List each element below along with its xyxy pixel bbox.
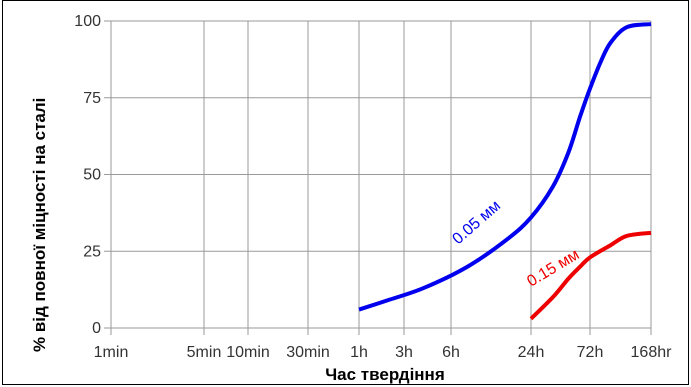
- x-tick-label: 1h: [350, 344, 368, 361]
- x-axis-title: Час твердіння: [325, 365, 445, 384]
- x-tick-label: 72h: [577, 344, 604, 361]
- series-label-2: 0.15 мм: [524, 246, 582, 290]
- series-line-1: [358, 22, 652, 312]
- y-tick-label: 50: [83, 167, 101, 184]
- y-tick-label: 25: [83, 243, 101, 260]
- x-tick-label: 1min: [94, 344, 129, 361]
- x-tick-label: 5min: [187, 344, 222, 361]
- series-line-2: [529, 230, 652, 321]
- x-tick-label: 24h: [518, 344, 545, 361]
- y-tick-label: 75: [83, 90, 101, 107]
- x-tick-labels: 1min 5min 10min 30min 1h 3h 6h 24h 72h 168hr: [94, 344, 672, 361]
- x-tick-label: 30min: [286, 344, 330, 361]
- x-tick-label: 3h: [395, 344, 413, 361]
- x-tick-label: 6h: [442, 344, 460, 361]
- grid: [104, 20, 652, 335]
- y-tick-label: 100: [74, 13, 101, 30]
- x-tick-label: 168hr: [631, 344, 673, 361]
- series-labels: 0.05 мм 0.15 мм: [449, 197, 582, 290]
- series-label-1: 0.05 мм: [449, 197, 504, 248]
- series-lines: [358, 22, 652, 321]
- y-tick-labels: 0 25 50 75 100: [74, 13, 101, 337]
- y-tick-label: 0: [92, 320, 101, 337]
- x-tick-label: 10min: [226, 344, 270, 361]
- y-axis-title: % від повної міцності на сталі: [30, 98, 49, 352]
